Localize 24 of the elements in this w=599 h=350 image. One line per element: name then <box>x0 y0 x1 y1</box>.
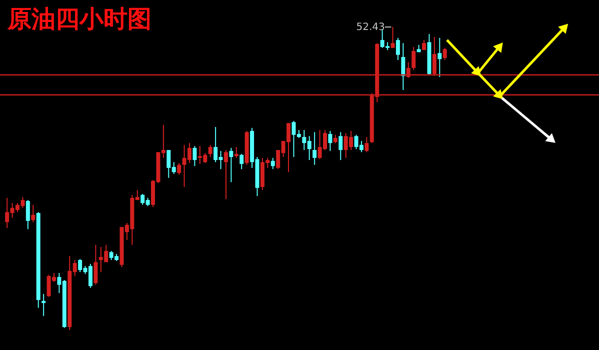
candlestick <box>396 37 400 61</box>
candlestick <box>177 162 182 176</box>
candlestick <box>94 244 98 286</box>
chart-title: 原油四小时图 <box>6 5 152 33</box>
candlestick <box>240 153 244 170</box>
candlestick <box>338 132 343 161</box>
candlestick <box>438 37 442 78</box>
candlestick <box>312 132 317 166</box>
candlestick <box>234 146 238 158</box>
candlestick <box>390 26 395 48</box>
annotation: 52.43 <box>356 22 385 33</box>
candlestick <box>31 204 36 223</box>
candlestick <box>412 46 416 71</box>
candlestick <box>401 42 406 91</box>
candlestick <box>270 157 275 170</box>
candlestick <box>229 147 234 183</box>
candlestick <box>208 144 212 158</box>
candlestick <box>42 293 46 317</box>
candlestick <box>442 47 447 61</box>
candlestick <box>192 146 197 167</box>
candlestick <box>328 130 332 152</box>
candlestick <box>364 136 369 153</box>
candlestick <box>26 200 30 230</box>
candlestick <box>224 150 228 200</box>
